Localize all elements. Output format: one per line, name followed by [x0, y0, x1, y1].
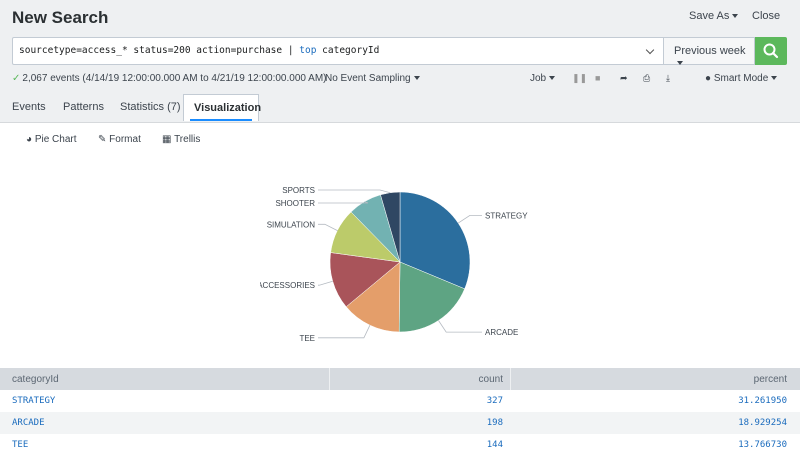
trellis-button[interactable]: ▦ Trellis	[162, 134, 200, 145]
save-as-menu[interactable]: Save As	[689, 10, 739, 22]
event-count-status: ✓ 2,067 events (4/14/19 12:00:00.000 AM t…	[12, 73, 327, 84]
tab-patterns[interactable]: Patterns	[63, 101, 104, 113]
chart-type-button[interactable]: ◕ Pie Chart	[26, 134, 77, 145]
page-title: New Search	[12, 8, 109, 27]
caret-down-icon	[549, 76, 556, 81]
table-cell-percent[interactable]: 18.929254	[738, 418, 787, 428]
pie-leader-line	[318, 280, 333, 286]
caret-down-icon	[413, 76, 420, 81]
table-cell-category[interactable]: STRATEGY	[12, 396, 56, 406]
bulb-icon: ●	[705, 73, 712, 84]
job-menu[interactable]: Job	[530, 73, 556, 84]
stop-icon[interactable]: ■	[595, 73, 601, 83]
pie-leader-line	[318, 189, 391, 194]
search-mode-label: Smart Mode	[713, 73, 769, 84]
pie-leader-line	[438, 320, 482, 333]
pie-leader-line	[318, 223, 338, 231]
tab-visualization-label: Visualization	[194, 102, 262, 114]
table-cell-count[interactable]: 198	[486, 418, 503, 428]
grid-icon: ▦	[162, 134, 172, 145]
table-row: ARCADE 198 18.929254	[0, 412, 800, 434]
search-button[interactable]	[755, 37, 787, 65]
table-row: TEE 144 13.766730	[0, 434, 800, 456]
share-icon[interactable]: ➦	[620, 73, 628, 83]
format-button[interactable]: ✎ Format	[98, 134, 141, 145]
event-sampling-menu[interactable]: No Event Sampling	[325, 73, 420, 84]
pie-label-tee: TEE	[299, 334, 315, 343]
event-count-text: 2,067 events (4/14/19 12:00:00.000 AM to…	[22, 73, 327, 84]
pie-chart-icon: ◕	[26, 134, 33, 145]
sampling-label: No Event Sampling	[325, 73, 411, 84]
pie-slice-strategy[interactable]	[399, 191, 471, 290]
pie-label-sports: SPORTS	[282, 186, 315, 195]
tab-visualization[interactable]: Visualization	[183, 94, 262, 121]
column-header[interactable]: count	[478, 374, 503, 385]
table-cell-count[interactable]: 144	[486, 440, 503, 450]
chart-type-label: Pie Chart	[34, 134, 77, 145]
pie-leader-line	[318, 325, 371, 339]
search-query[interactable]: sourcetype=access_* status=200 action=pu…	[19, 45, 379, 56]
trellis-label: Trellis	[174, 134, 201, 145]
column-divider	[510, 368, 511, 390]
tab-events[interactable]: Events	[12, 101, 46, 113]
table-cell-percent[interactable]: 31.261950	[738, 396, 787, 406]
close-button[interactable]: Close	[752, 10, 781, 22]
search-icon	[763, 43, 779, 59]
caret-down-icon	[677, 61, 683, 66]
table-row: STRATEGY 327 31.261950	[0, 390, 800, 412]
print-icon[interactable]: ⎙	[643, 73, 651, 83]
pie-label-strategy: STRATEGY	[485, 211, 528, 220]
save-as-label: Save As	[689, 10, 730, 22]
pie-slice-arcade[interactable]	[398, 261, 465, 333]
table-cell-percent[interactable]: 13.766730	[738, 440, 787, 450]
export-icon[interactable]: ⤓	[666, 73, 670, 83]
job-label: Job	[530, 73, 547, 84]
active-tab-indicator	[190, 119, 252, 121]
time-range-picker[interactable]: Previous week	[664, 37, 755, 66]
table-cell-category[interactable]: TEE	[12, 440, 29, 450]
search-header: New Search Save As Close sourcetype=acce…	[0, 0, 800, 123]
query-suffix: categoryId	[316, 45, 380, 56]
tab-statistics[interactable]: Statistics (7)	[120, 101, 181, 113]
time-range-label: Previous week	[674, 45, 746, 57]
query-prefix: sourcetype=access_* status=200 action=pu…	[19, 45, 300, 56]
table-header: categoryId count percent	[0, 368, 800, 390]
results-table: categoryId count percent STRATEGY 327 31…	[0, 368, 800, 456]
column-divider	[329, 368, 330, 390]
chevron-down-icon[interactable]	[645, 45, 655, 55]
search-mode-menu[interactable]: ● Smart Mode	[705, 73, 778, 84]
pause-icon[interactable]: ❚❚	[572, 73, 588, 83]
pie-label-simulation: SIMULATION	[267, 220, 316, 229]
format-label: Format	[109, 134, 141, 145]
pie-leader-line	[457, 215, 482, 224]
column-header[interactable]: categoryId	[12, 374, 59, 385]
check-icon: ✓	[12, 73, 21, 84]
caret-down-icon	[771, 76, 778, 81]
caret-down-icon	[732, 14, 739, 19]
table-cell-count[interactable]: 327	[486, 396, 503, 406]
pie-slice-tee[interactable]	[345, 261, 401, 333]
pie-leader-line	[318, 201, 369, 204]
query-keyword: top	[299, 45, 317, 56]
pencil-icon: ✎	[98, 134, 107, 145]
column-header[interactable]: percent	[753, 374, 787, 385]
table-body: STRATEGY 327 31.261950 ARCADE 198 18.929…	[0, 390, 800, 456]
pie-chart: STRATEGY ARCADE TEE ACCESSORIES SIMULATION SH…	[260, 186, 528, 343]
pie-label-shooter: SHOOTER	[275, 199, 315, 208]
search-input[interactable]: sourcetype=access_* status=200 action=pu…	[12, 37, 664, 65]
table-cell-category[interactable]: ARCADE	[12, 418, 45, 428]
pie-label-accessories: ACCESSORIES	[260, 281, 315, 290]
pie-label-arcade: ARCADE	[485, 328, 518, 337]
pie-slice-accessories[interactable]	[329, 252, 401, 308]
